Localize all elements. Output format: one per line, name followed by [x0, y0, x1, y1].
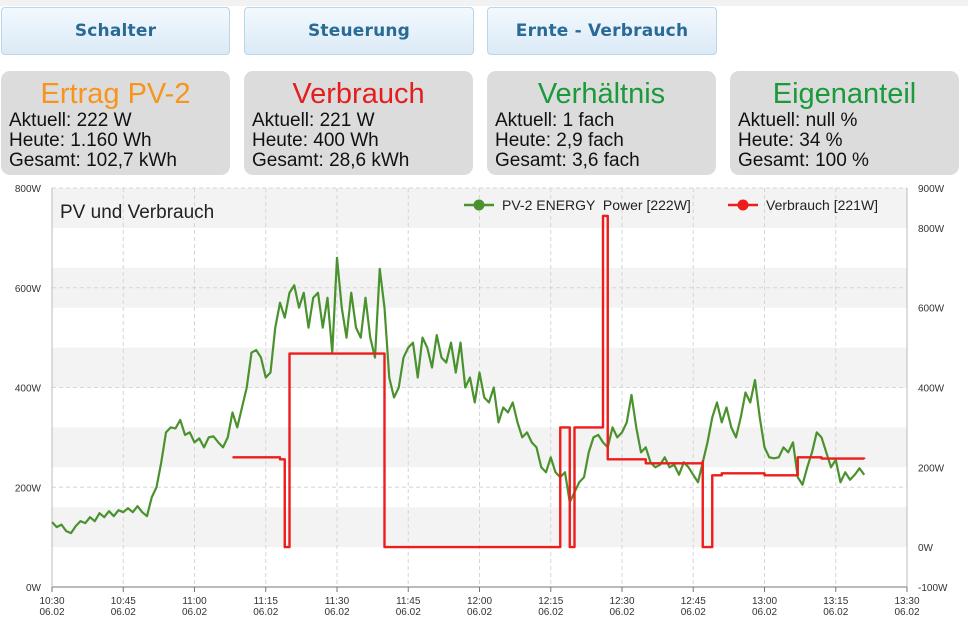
x-tick-label-time: 11:15 [254, 596, 279, 607]
legend-marker [737, 199, 749, 211]
x-tick-label-date: 06.02 [752, 607, 777, 618]
x-tick-label-date: 06.02 [253, 607, 278, 618]
series-line-pv2-power [51, 256, 866, 535]
x-tick-label-time: 11:00 [182, 596, 207, 607]
y-tick-label-left: 800W [15, 184, 42, 195]
y-tick-label-left: 200W [15, 483, 42, 494]
card-verbrauch-title: Verbrauch [292, 78, 425, 110]
x-tick-label-date: 06.02 [609, 607, 634, 618]
x-tick-label-date: 06.02 [467, 607, 492, 618]
x-tick-label-time: 11:45 [396, 596, 421, 607]
x-tick-label-time: 10:30 [39, 596, 64, 607]
card-verbrauch: Verbrauch Aktuell: 221 W Heute: 400 Wh G… [244, 71, 473, 175]
card-eigenanteil-aktuell: Aktuell: null % [738, 110, 858, 131]
card-verbrauch-heute: Heute: 400 Wh [252, 130, 379, 151]
x-tick-label-time: 11:30 [325, 596, 350, 607]
card-ertrag: Ertrag PV-2 Aktuell: 222 W Heute: 1.160 … [1, 71, 230, 175]
y-tick-label-right: 900W [918, 184, 945, 195]
y-tick-label-left: 400W [15, 384, 42, 395]
y-tick-label-left: 0W [26, 583, 42, 594]
card-verhaeltnis-aktuell: Aktuell: 1 fach [495, 110, 615, 131]
card-ertrag-aktuell: Aktuell: 222 W [9, 110, 132, 131]
card-eigenanteil: Eigenanteil Aktuell: null % Heute: 34 % … [730, 71, 959, 175]
x-tick-label-date: 06.02 [894, 607, 919, 618]
card-ertrag-heute: Heute: 1.160 Wh [9, 130, 152, 151]
card-verbrauch-aktuell: Aktuell: 221 W [252, 110, 375, 131]
card-ertrag-gesamt: Gesamt: 102,7 kWh [9, 150, 177, 171]
nav-button-schalter[interactable]: Schalter [1, 7, 230, 55]
legend-label[interactable]: Verbrauch [221W] [766, 197, 878, 213]
y-tick-label-right: -100W [918, 583, 948, 594]
x-tick-label-time: 12:15 [538, 596, 563, 607]
y-tick-label-right: 0W [918, 543, 934, 554]
x-tick-label-time: 13:00 [752, 596, 777, 607]
y-tick-label-right: 800W [918, 224, 945, 235]
card-verhaeltnis-heute: Heute: 2,9 fach [495, 130, 624, 151]
card-verbrauch-gesamt: Gesamt: 28,6 kWh [252, 150, 410, 171]
card-ertrag-title: Ertrag PV-2 [40, 78, 191, 110]
x-tick-label-time: 12:30 [609, 596, 634, 607]
card-verhaeltnis-gesamt: Gesamt: 3,6 fach [495, 150, 640, 171]
x-tick-label-time: 12:45 [681, 596, 706, 607]
series-line-verbrauch [232, 214, 866, 549]
card-eigenanteil-title: Eigenanteil [772, 78, 917, 110]
x-tick-label-date: 06.02 [681, 607, 706, 618]
x-tick-label-time: 13:30 [894, 596, 919, 607]
x-tick-label-date: 06.02 [324, 607, 349, 618]
y-tick-label-right: 600W [918, 304, 945, 315]
plot-band [52, 347, 907, 388]
top-border [0, 0, 968, 6]
chart-title: PV und Verbrauch [60, 202, 214, 223]
x-tick-label-date: 06.02 [823, 607, 848, 618]
card-eigenanteil-heute: Heute: 34 % [738, 130, 843, 151]
card-eigenanteil-gesamt: Gesamt: 100 % [738, 150, 869, 171]
nav-button-ernte-verbrauch[interactable]: Ernte - Verbrauch [487, 7, 717, 55]
x-tick-label-date: 06.02 [396, 607, 421, 618]
x-tick-label-time: 12:00 [467, 596, 492, 607]
y-tick-label-right: 400W [918, 384, 945, 395]
y-tick-label-left: 600W [15, 284, 42, 295]
x-tick-label-date: 06.02 [39, 607, 64, 618]
card-verhaeltnis: Verhältnis Aktuell: 1 fach Heute: 2,9 fa… [487, 71, 716, 175]
nav-button-steuerung[interactable]: Steuerung [244, 7, 474, 55]
x-tick-label-date: 06.02 [538, 607, 563, 618]
legend-label[interactable]: PV-2 ENERGY Power [222W] [502, 197, 691, 213]
card-verhaeltnis-title: Verhältnis [537, 78, 666, 110]
x-tick-label-date: 06.02 [182, 607, 207, 618]
x-tick-label-time: 13:15 [823, 596, 848, 607]
x-tick-label-date: 06.02 [111, 607, 136, 618]
legend-marker [473, 199, 485, 211]
y-tick-label-right: 200W [918, 463, 945, 474]
pv-verbrauch-chart: 0W 200W 400W 600W 800W -100W 0W 200W 400W 600W 80… [15, 184, 948, 618]
x-tick-label-time: 10:45 [111, 596, 136, 607]
